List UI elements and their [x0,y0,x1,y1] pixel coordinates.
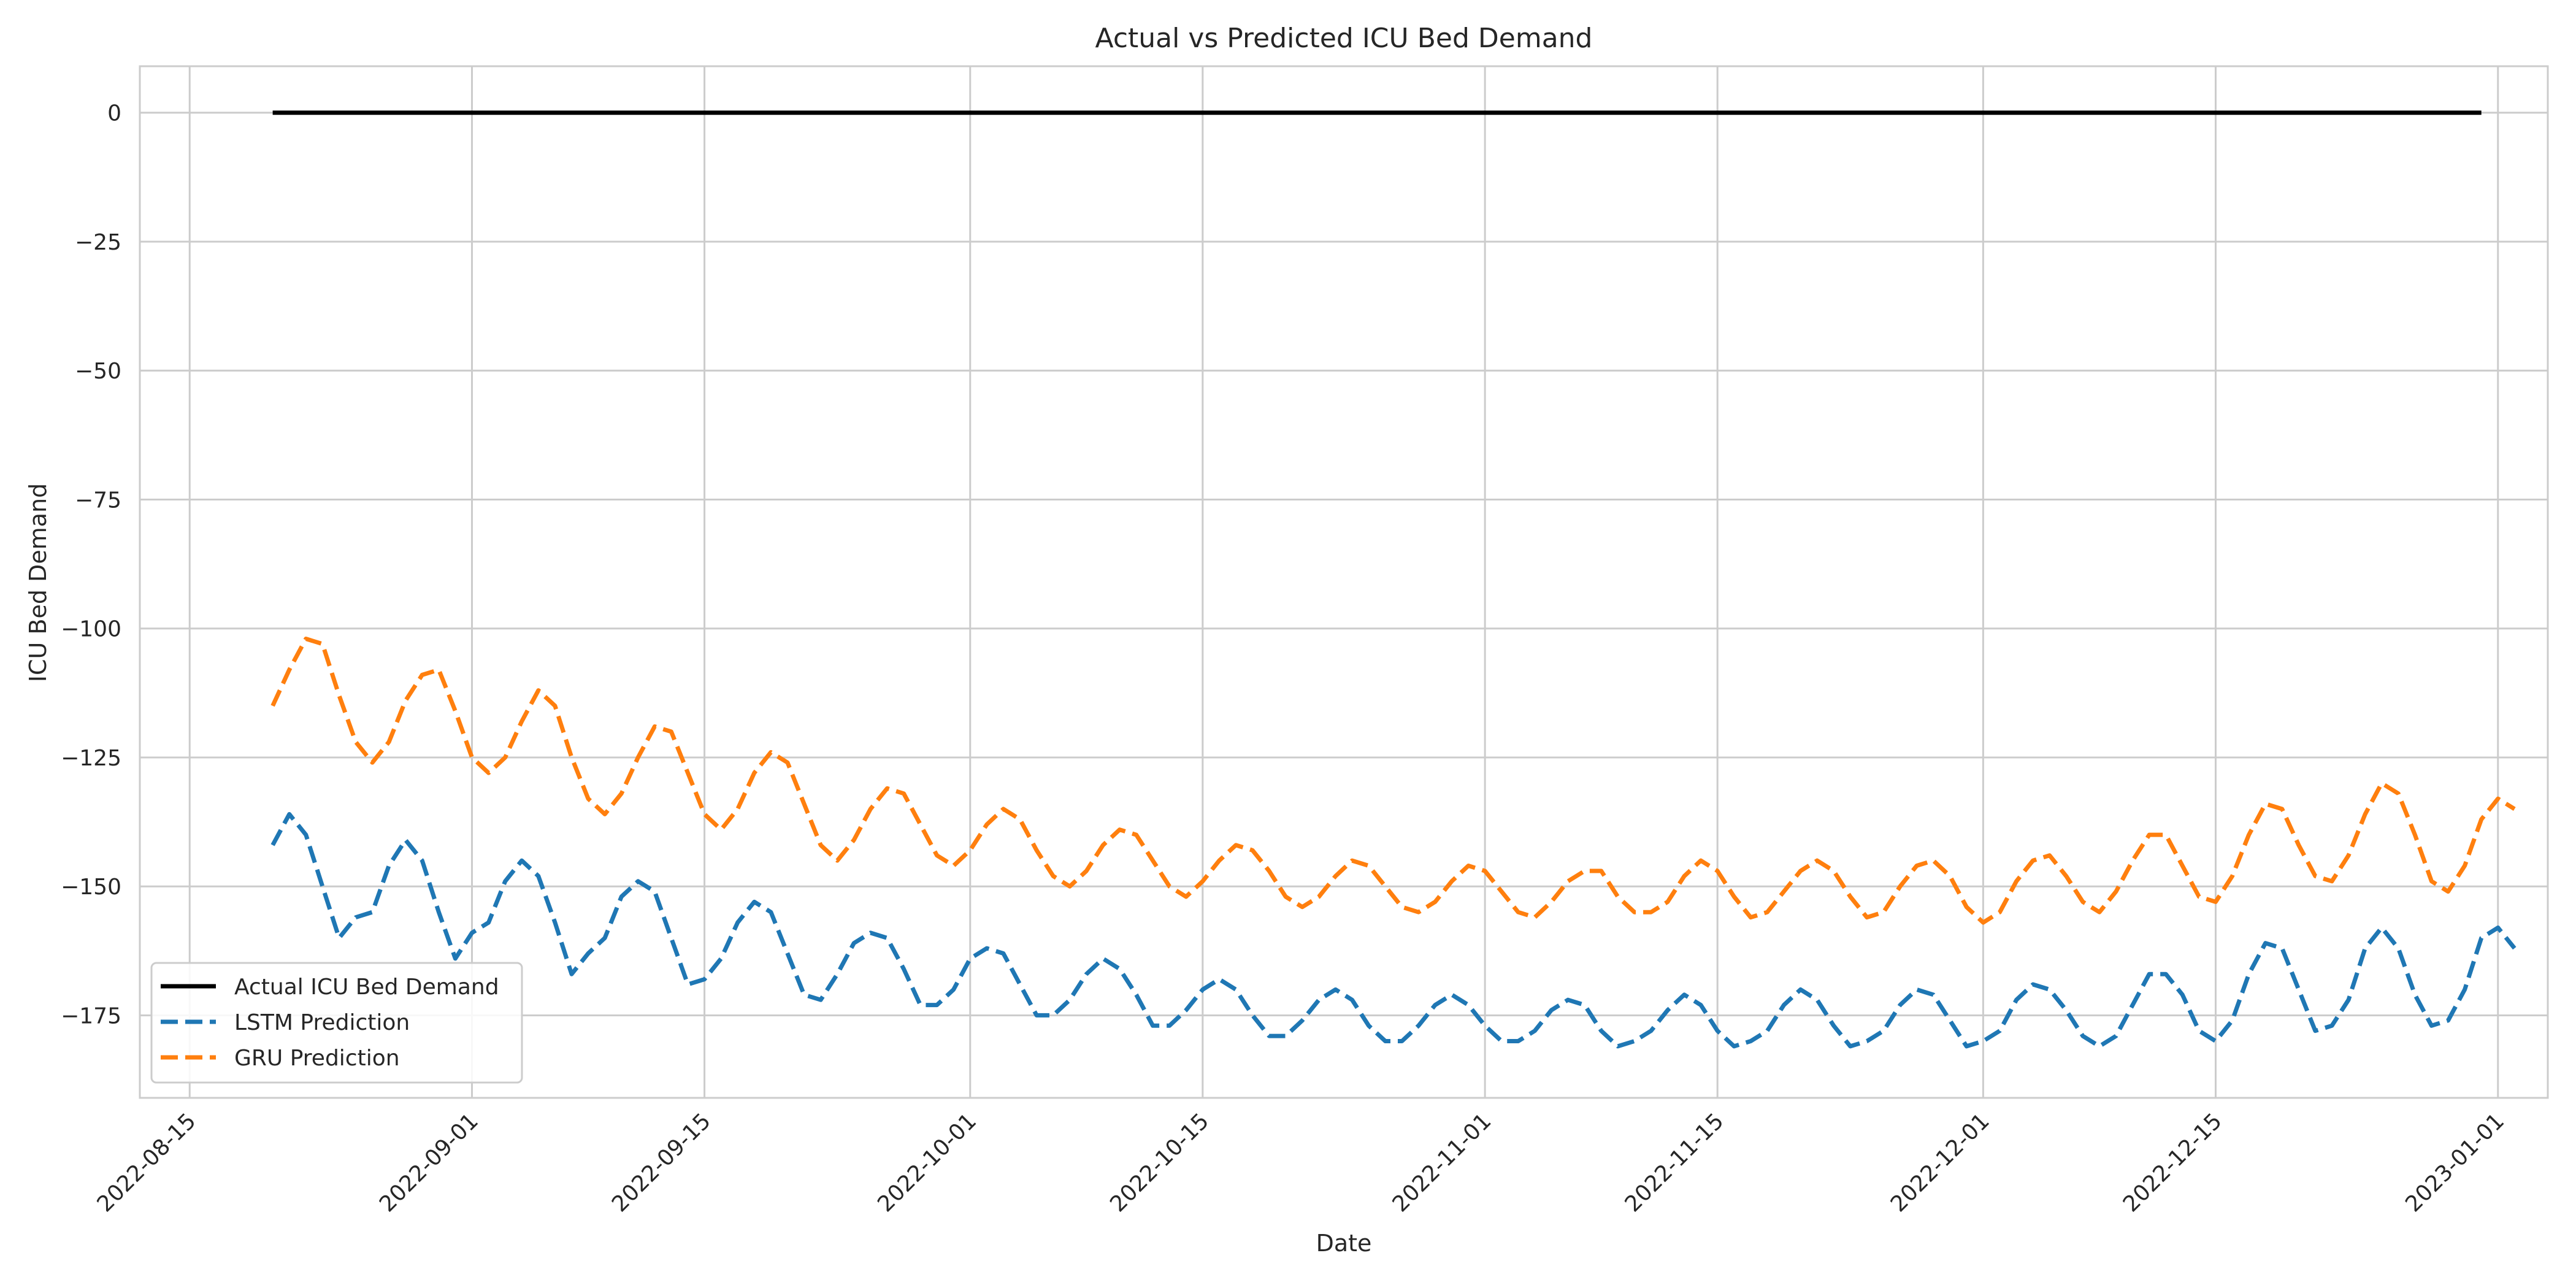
series-line-3 [270,637,2516,925]
y-tick-label: −75 [75,488,121,513]
grid [140,66,2548,1098]
legend-box [150,962,523,1084]
legend: Actual ICU Bed Demand LSTM Prediction GRU … [150,962,523,1084]
y-tick-label: −175 [61,1003,121,1029]
y-tick-label: 0 [107,101,121,126]
y-tick-label: −100 [61,617,121,642]
y-axis-label: ICU Bed Demand [25,483,52,682]
y-tick-label: −25 [75,230,121,255]
series-layer [270,110,2517,1049]
legend-label: LSTM Prediction [234,1010,410,1035]
y-axis-ticks: 0 −25 −50 −75 −100 −125 −150 −175 [61,101,121,1029]
chart-title: Actual vs Predicted ICU Bed Demand [1095,23,1593,54]
legend-label: GRU Prediction [234,1046,400,1071]
y-tick-label: −125 [61,746,121,771]
y-tick-label: −50 [75,359,121,384]
y-tick-label: −150 [61,875,121,900]
series-line-2 [270,812,2517,1049]
legend-label: Actual ICU Bed Demand [234,975,499,1000]
plot-frame [139,65,2549,1099]
x-axis-label: Date [1316,1230,1372,1257]
